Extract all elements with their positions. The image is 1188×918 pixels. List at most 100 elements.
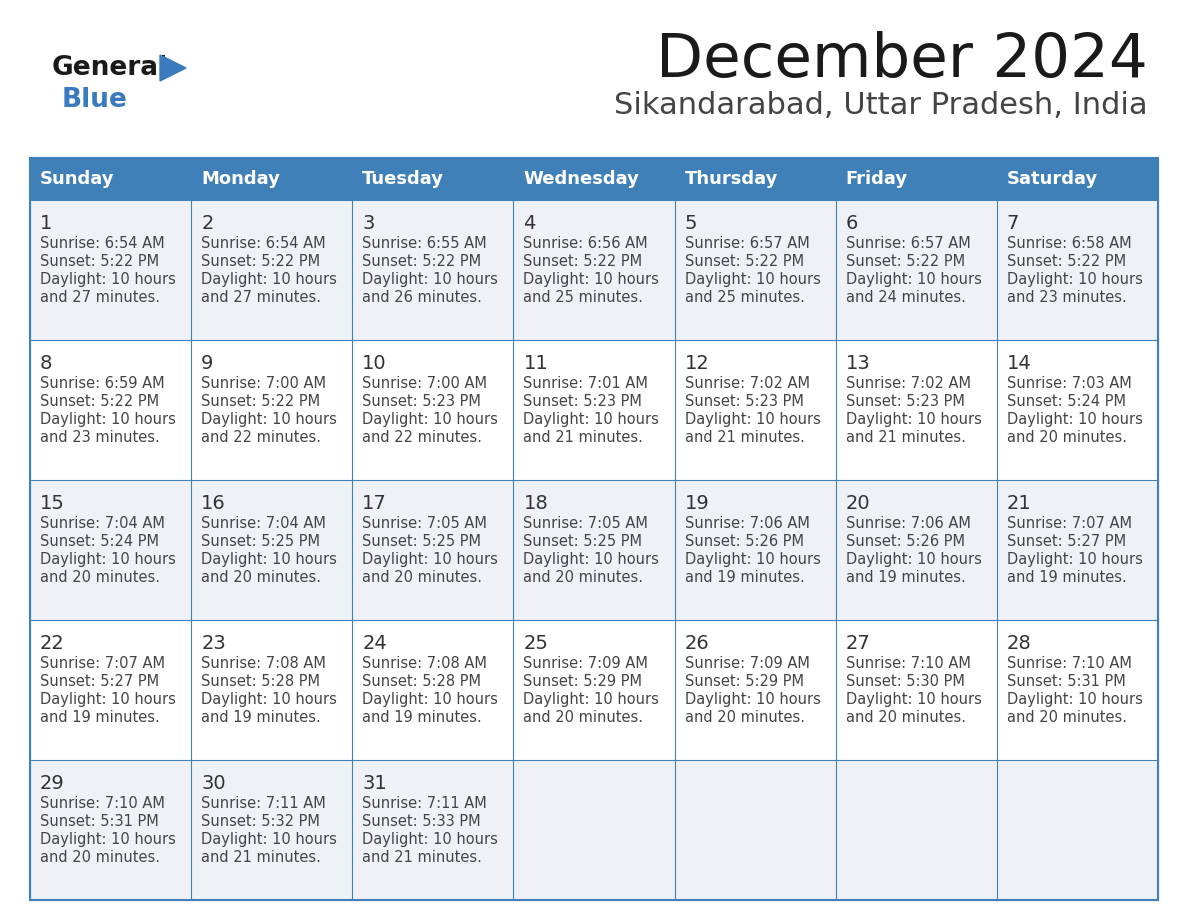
Text: Sunrise: 7:11 AM: Sunrise: 7:11 AM — [362, 796, 487, 811]
Text: Saturday: Saturday — [1007, 170, 1098, 188]
Bar — [513, 480, 675, 620]
Text: Sunset: 5:33 PM: Sunset: 5:33 PM — [362, 814, 481, 829]
Text: Sunset: 5:25 PM: Sunset: 5:25 PM — [362, 534, 481, 549]
Bar — [513, 200, 675, 340]
Text: 25: 25 — [524, 634, 549, 653]
Bar — [191, 760, 353, 900]
Text: Daylight: 10 hours: Daylight: 10 hours — [684, 412, 821, 427]
Text: Sunset: 5:26 PM: Sunset: 5:26 PM — [846, 534, 965, 549]
Text: Daylight: 10 hours: Daylight: 10 hours — [40, 692, 176, 707]
Bar — [353, 760, 513, 900]
Text: Sunrise: 7:06 AM: Sunrise: 7:06 AM — [846, 516, 971, 531]
Text: Daylight: 10 hours: Daylight: 10 hours — [362, 552, 498, 567]
Text: Daylight: 10 hours: Daylight: 10 hours — [201, 552, 337, 567]
Text: and 21 minutes.: and 21 minutes. — [524, 430, 644, 445]
Text: Sunset: 5:28 PM: Sunset: 5:28 PM — [362, 674, 481, 689]
Text: Sunrise: 6:57 AM: Sunrise: 6:57 AM — [684, 236, 809, 251]
Bar — [513, 340, 675, 480]
Text: Sunset: 5:30 PM: Sunset: 5:30 PM — [846, 674, 965, 689]
Text: Sunrise: 7:10 AM: Sunrise: 7:10 AM — [40, 796, 165, 811]
Bar — [513, 620, 675, 760]
Text: 2: 2 — [201, 214, 214, 233]
Text: Sunrise: 7:05 AM: Sunrise: 7:05 AM — [524, 516, 649, 531]
Text: Sunrise: 7:08 AM: Sunrise: 7:08 AM — [201, 656, 326, 671]
Bar — [353, 620, 513, 760]
Text: Sunset: 5:22 PM: Sunset: 5:22 PM — [40, 394, 159, 409]
Text: Daylight: 10 hours: Daylight: 10 hours — [1007, 692, 1143, 707]
Bar — [191, 340, 353, 480]
Text: and 20 minutes.: and 20 minutes. — [524, 710, 644, 725]
Text: Sunrise: 7:09 AM: Sunrise: 7:09 AM — [684, 656, 809, 671]
Text: Sunset: 5:22 PM: Sunset: 5:22 PM — [40, 254, 159, 269]
Text: 11: 11 — [524, 354, 548, 373]
Text: Sunrise: 7:06 AM: Sunrise: 7:06 AM — [684, 516, 809, 531]
Text: Daylight: 10 hours: Daylight: 10 hours — [40, 832, 176, 847]
Text: Sunrise: 7:04 AM: Sunrise: 7:04 AM — [201, 516, 326, 531]
Text: and 21 minutes.: and 21 minutes. — [846, 430, 966, 445]
Bar — [675, 200, 835, 340]
Text: Daylight: 10 hours: Daylight: 10 hours — [524, 692, 659, 707]
Text: and 21 minutes.: and 21 minutes. — [201, 850, 321, 865]
Bar — [835, 620, 997, 760]
Text: Daylight: 10 hours: Daylight: 10 hours — [524, 412, 659, 427]
Text: 20: 20 — [846, 494, 871, 513]
Text: Sunrise: 6:54 AM: Sunrise: 6:54 AM — [40, 236, 165, 251]
Text: Sunset: 5:23 PM: Sunset: 5:23 PM — [684, 394, 803, 409]
Text: and 20 minutes.: and 20 minutes. — [1007, 710, 1127, 725]
Text: Sunrise: 7:07 AM: Sunrise: 7:07 AM — [1007, 516, 1132, 531]
Text: 23: 23 — [201, 634, 226, 653]
Text: Sunday: Sunday — [40, 170, 114, 188]
Text: Daylight: 10 hours: Daylight: 10 hours — [40, 552, 176, 567]
Text: 5: 5 — [684, 214, 697, 233]
Text: and 20 minutes.: and 20 minutes. — [1007, 430, 1127, 445]
Text: and 27 minutes.: and 27 minutes. — [201, 290, 321, 305]
Text: 31: 31 — [362, 774, 387, 793]
Text: Daylight: 10 hours: Daylight: 10 hours — [684, 552, 821, 567]
Text: Sunset: 5:29 PM: Sunset: 5:29 PM — [684, 674, 803, 689]
Text: Sunrise: 6:58 AM: Sunrise: 6:58 AM — [1007, 236, 1131, 251]
Text: 22: 22 — [40, 634, 65, 653]
Text: Daylight: 10 hours: Daylight: 10 hours — [201, 272, 337, 287]
Bar — [997, 340, 1158, 480]
Text: 17: 17 — [362, 494, 387, 513]
Text: and 19 minutes.: and 19 minutes. — [846, 570, 966, 585]
Text: and 22 minutes.: and 22 minutes. — [201, 430, 321, 445]
Text: Daylight: 10 hours: Daylight: 10 hours — [684, 692, 821, 707]
Text: and 19 minutes.: and 19 minutes. — [201, 710, 321, 725]
Text: 29: 29 — [40, 774, 65, 793]
Bar — [513, 760, 675, 900]
Bar — [675, 158, 835, 200]
Text: Daylight: 10 hours: Daylight: 10 hours — [846, 412, 981, 427]
Bar — [675, 760, 835, 900]
Bar — [191, 480, 353, 620]
Text: Daylight: 10 hours: Daylight: 10 hours — [201, 692, 337, 707]
Text: Sunrise: 6:57 AM: Sunrise: 6:57 AM — [846, 236, 971, 251]
Text: and 22 minutes.: and 22 minutes. — [362, 430, 482, 445]
Text: and 20 minutes.: and 20 minutes. — [362, 570, 482, 585]
Bar — [835, 158, 997, 200]
Text: Sunset: 5:22 PM: Sunset: 5:22 PM — [524, 254, 643, 269]
Text: 4: 4 — [524, 214, 536, 233]
Text: Sunset: 5:22 PM: Sunset: 5:22 PM — [201, 254, 321, 269]
Bar — [30, 158, 1158, 900]
Bar — [30, 158, 191, 200]
Text: Daylight: 10 hours: Daylight: 10 hours — [1007, 412, 1143, 427]
Text: and 19 minutes.: and 19 minutes. — [1007, 570, 1126, 585]
Bar — [835, 200, 997, 340]
Text: Sunrise: 6:54 AM: Sunrise: 6:54 AM — [201, 236, 326, 251]
Text: and 20 minutes.: and 20 minutes. — [524, 570, 644, 585]
Text: Sunset: 5:31 PM: Sunset: 5:31 PM — [1007, 674, 1125, 689]
Bar — [353, 340, 513, 480]
Bar — [997, 760, 1158, 900]
Text: Sunrise: 6:55 AM: Sunrise: 6:55 AM — [362, 236, 487, 251]
Text: and 20 minutes.: and 20 minutes. — [201, 570, 321, 585]
Text: Sunset: 5:32 PM: Sunset: 5:32 PM — [201, 814, 320, 829]
Text: Sunrise: 7:10 AM: Sunrise: 7:10 AM — [846, 656, 971, 671]
Text: Daylight: 10 hours: Daylight: 10 hours — [846, 552, 981, 567]
Text: Daylight: 10 hours: Daylight: 10 hours — [846, 272, 981, 287]
Text: Sunset: 5:23 PM: Sunset: 5:23 PM — [846, 394, 965, 409]
Text: Daylight: 10 hours: Daylight: 10 hours — [362, 832, 498, 847]
Bar — [30, 480, 191, 620]
Text: Sunset: 5:25 PM: Sunset: 5:25 PM — [524, 534, 643, 549]
Bar — [353, 480, 513, 620]
